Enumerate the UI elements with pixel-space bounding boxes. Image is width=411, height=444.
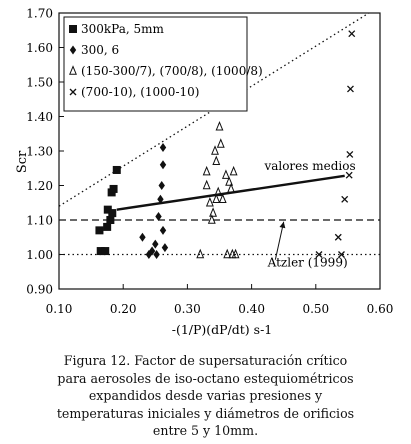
legend-label: 300, 6 xyxy=(81,43,119,57)
x-point xyxy=(347,85,354,93)
y-tick-label: 1.00 xyxy=(26,248,53,262)
square-point xyxy=(101,247,110,256)
triangle-point xyxy=(221,169,230,179)
x-point xyxy=(346,150,354,158)
square-point xyxy=(106,216,115,224)
triangle-point xyxy=(227,183,236,193)
annotation-label: Atzler (1999) xyxy=(267,256,348,270)
square-point xyxy=(103,222,112,231)
diamond-point xyxy=(158,181,165,190)
x-point xyxy=(334,233,342,241)
caption-line: Figura 12. Factor de supersaturación crí… xyxy=(63,353,348,368)
y-tick-label: 1.50 xyxy=(26,76,53,90)
square-point xyxy=(103,205,112,214)
diamond-point xyxy=(159,225,167,235)
x-tick-label: 0.30 xyxy=(174,302,201,316)
legend-diamond-icon xyxy=(69,45,77,55)
legend-triangle-icon xyxy=(69,65,77,75)
data-points xyxy=(95,30,356,259)
triangle-point xyxy=(229,165,238,176)
diamond-point xyxy=(155,212,162,222)
arrow-head xyxy=(279,221,286,229)
x-tick-label: 0.60 xyxy=(367,302,394,316)
triangle-point xyxy=(214,186,223,197)
diamond-point xyxy=(157,194,164,204)
triangle-point xyxy=(215,121,224,131)
legend-label: 300kPa, 5mm xyxy=(81,22,165,36)
square-point xyxy=(108,209,117,218)
triangle-point xyxy=(212,155,221,166)
square-point xyxy=(109,184,118,193)
square-point xyxy=(95,226,104,235)
y-tick-label: 1.60 xyxy=(26,41,53,55)
figure-caption: Figura 12. Factor de supersaturación crí… xyxy=(0,352,411,440)
x-point xyxy=(341,195,349,203)
caption-line: entre 5 y 10mm. xyxy=(152,423,259,439)
x-tick-label: 0.10 xyxy=(46,302,73,316)
annotation-arrow xyxy=(274,221,285,260)
diamond-point xyxy=(148,246,156,256)
triangle-point xyxy=(225,176,234,186)
diamond-point xyxy=(159,160,167,170)
x-tick-label: 0.20 xyxy=(110,302,137,316)
axis-ticks: 0.90 1.00 1.10 1.20 1.30 1.40 1.50 1.60 1.70 0.10… xyxy=(26,7,393,317)
caption-line: para aerosoles de iso-octano estequiomét… xyxy=(57,370,354,386)
square-point xyxy=(96,247,105,256)
y-tick-label: 0.90 xyxy=(26,283,53,297)
triangle-point xyxy=(231,248,240,259)
triangle-point xyxy=(211,145,219,155)
caption-line: temperaturas iniciales y diámetros de or… xyxy=(56,405,355,421)
diamond-point xyxy=(152,239,159,249)
triangle-point xyxy=(209,207,218,217)
triangle-point xyxy=(196,248,205,259)
trend-line xyxy=(116,174,345,211)
caption-line: expandidos desde varias presiones y xyxy=(88,388,323,404)
triangle-point xyxy=(202,165,211,176)
legend-box xyxy=(63,16,248,112)
annotation-label: valores medios xyxy=(263,159,355,173)
legend-label: (150-300/7), (700/8), (1000/8) xyxy=(81,64,263,78)
x-point xyxy=(338,251,345,258)
diamond-point xyxy=(153,250,160,259)
x-point xyxy=(315,251,323,258)
chart: 0.90 1.00 1.10 1.20 1.30 1.40 1.50 1.60 1.70 0.10… xyxy=(15,7,393,338)
y-tick-label: 1.70 xyxy=(26,7,53,21)
legend-x-icon xyxy=(69,88,77,96)
triangle-point xyxy=(218,193,227,203)
square-point xyxy=(112,165,121,174)
x-tick-label: 0.40 xyxy=(238,302,265,316)
x-tick-label: 0.50 xyxy=(302,302,329,316)
y-tick-label: 1.40 xyxy=(26,110,53,124)
x-axis-label: -(1/P)(dP/dt) s-1 xyxy=(172,322,273,337)
annotations: valores medios Atzler (1999) xyxy=(263,159,355,270)
x-point xyxy=(348,30,356,38)
y-tick-label: 1.30 xyxy=(26,145,53,159)
legend-label: (700-10), (1000-10) xyxy=(81,85,199,99)
diamond-point xyxy=(161,243,169,253)
y-tick-label: 1.20 xyxy=(26,179,53,193)
triangle-point xyxy=(223,248,232,259)
x-point xyxy=(345,171,353,179)
y-tick-label: 1.10 xyxy=(26,214,53,228)
triangle-point xyxy=(205,196,214,207)
diamond-point xyxy=(159,143,167,153)
y-axis-label: Scr xyxy=(15,150,30,173)
diamond-point xyxy=(139,232,146,242)
triangle-point xyxy=(212,193,221,203)
triangle-point xyxy=(202,179,211,190)
triangle-point xyxy=(216,138,225,148)
triangle-point xyxy=(207,214,216,224)
legend-square-icon xyxy=(69,25,77,33)
